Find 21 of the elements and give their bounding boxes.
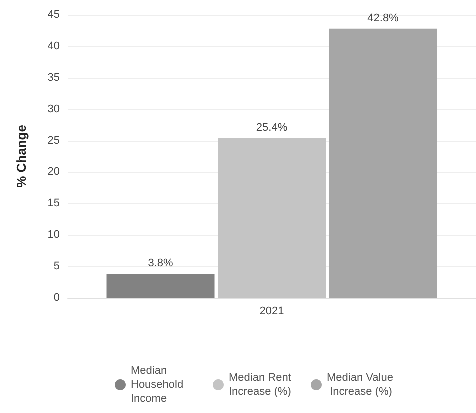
legend-label: Median Rent Increase (%) xyxy=(229,372,294,398)
y-tick-label: 5 xyxy=(54,260,60,273)
y-tick-label: 10 xyxy=(48,229,60,242)
y-tick-label: 0 xyxy=(54,292,60,304)
data-label: 25.4% xyxy=(256,122,288,134)
y-tick-label: 45 xyxy=(48,9,60,21)
bar xyxy=(218,138,326,298)
data-label: 42.8% xyxy=(368,12,400,24)
y-tick-label: 20 xyxy=(48,166,60,178)
bar xyxy=(106,274,215,298)
y-tick-label: 15 xyxy=(48,198,60,210)
bar xyxy=(329,28,438,298)
y-tick-label: 30 xyxy=(48,103,60,116)
x-tick-label: 2021 xyxy=(260,306,284,318)
legend-label: Median Household Income xyxy=(131,365,187,405)
y-tick-label: 25 xyxy=(48,134,60,147)
y-axis-title: % Change xyxy=(14,125,29,188)
legend-label: Median Value Increase (%) xyxy=(327,372,394,398)
y-tick-label: 40 xyxy=(48,40,60,52)
data-label: 3.8% xyxy=(148,258,174,270)
y-tick-label: 35 xyxy=(48,72,60,84)
